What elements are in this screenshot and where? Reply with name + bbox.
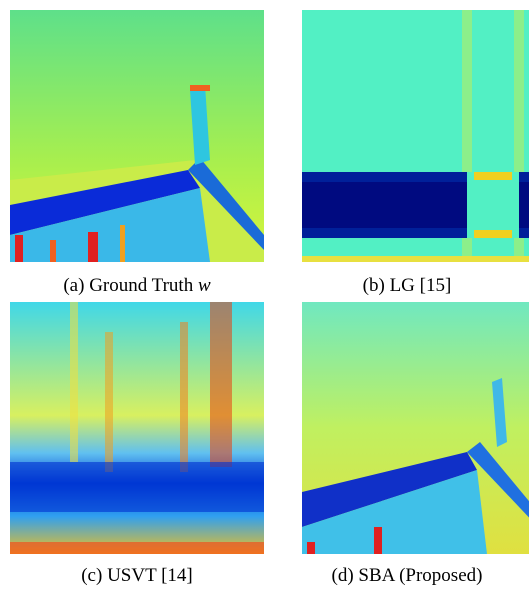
caption-symbol: w — [197, 275, 211, 296]
caption: (a) Ground Truth w — [5, 275, 269, 297]
image-ground-truth — [10, 10, 264, 262]
caption-text: (a) Ground Truth — [63, 275, 194, 296]
image-lg — [302, 10, 529, 262]
caption: (c) USVT [14] — [81, 565, 193, 586]
image-usvt — [10, 302, 264, 554]
caption: (b) LG [15] — [362, 275, 452, 296]
caption: (d) SBA (Proposed) — [331, 565, 483, 586]
image-sba — [302, 302, 529, 554]
